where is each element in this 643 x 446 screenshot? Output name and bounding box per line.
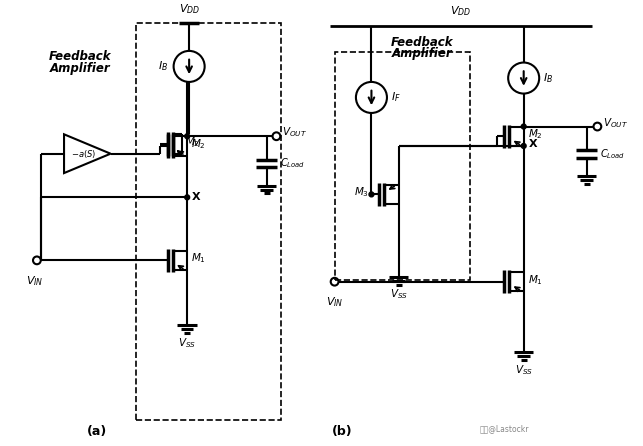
- Text: Feedback: Feedback: [390, 36, 453, 49]
- Text: $V_{SS}$: $V_{SS}$: [178, 336, 196, 350]
- Text: $V_{SS}$: $V_{SS}$: [390, 288, 408, 301]
- Text: $V_{OUT}$: $V_{OUT}$: [603, 116, 628, 129]
- Text: $V_{IN}$: $V_{IN}$: [326, 295, 343, 309]
- Bar: [136, 23, 281, 421]
- Text: $C_{Load}$: $C_{Load}$: [601, 147, 626, 161]
- Circle shape: [521, 144, 526, 149]
- Circle shape: [185, 195, 190, 200]
- Text: $M_1$: $M_1$: [191, 252, 206, 265]
- Text: 知乎@Lastockr: 知乎@Lastockr: [480, 424, 529, 433]
- Text: $V_{DD}$: $V_{DD}$: [450, 4, 471, 18]
- Text: $M_2$: $M_2$: [185, 135, 200, 149]
- Text: $M_1$: $M_1$: [527, 273, 543, 287]
- Text: (a): (a): [87, 425, 107, 438]
- Text: $-a(S)$: $-a(S)$: [71, 148, 96, 160]
- Text: $V_{IN}$: $V_{IN}$: [26, 274, 44, 288]
- Circle shape: [185, 134, 190, 139]
- Text: $C_{Load}$: $C_{Load}$: [280, 157, 305, 170]
- Text: (b): (b): [332, 425, 352, 438]
- Text: Amplifier: Amplifier: [392, 47, 452, 60]
- Text: $M_2$: $M_2$: [527, 128, 542, 141]
- Circle shape: [521, 124, 526, 129]
- Bar: [334, 52, 470, 280]
- Text: $M_2$: $M_2$: [191, 137, 206, 151]
- Text: $I_B$: $I_B$: [158, 59, 168, 73]
- Text: $I_F$: $I_F$: [391, 91, 401, 104]
- Text: $V_{OUT}$: $V_{OUT}$: [282, 125, 307, 139]
- Text: $V_{SS}$: $V_{SS}$: [514, 363, 533, 377]
- Text: Feedback: Feedback: [50, 50, 112, 63]
- Text: $V_{DD}$: $V_{DD}$: [179, 2, 200, 16]
- Text: $I_B$: $I_B$: [543, 71, 553, 85]
- Circle shape: [369, 192, 374, 197]
- Text: X: X: [529, 139, 537, 149]
- Text: Amplifier: Amplifier: [50, 62, 111, 75]
- Text: X: X: [192, 192, 201, 202]
- Text: $M_3$: $M_3$: [354, 186, 368, 199]
